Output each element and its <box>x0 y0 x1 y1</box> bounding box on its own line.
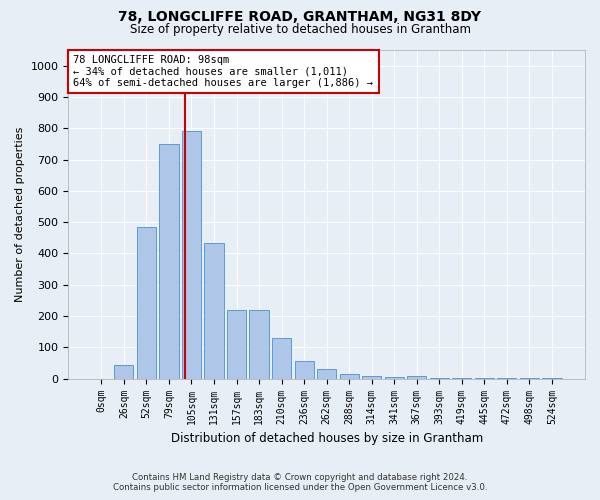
Bar <box>362 376 381 378</box>
Bar <box>250 310 269 378</box>
Text: 78, LONGCLIFFE ROAD, GRANTHAM, NG31 8DY: 78, LONGCLIFFE ROAD, GRANTHAM, NG31 8DY <box>119 10 482 24</box>
Bar <box>272 338 291 378</box>
Bar <box>317 370 336 378</box>
Bar <box>340 374 359 378</box>
X-axis label: Distribution of detached houses by size in Grantham: Distribution of detached houses by size … <box>170 432 483 445</box>
Text: Size of property relative to detached houses in Grantham: Size of property relative to detached ho… <box>130 22 470 36</box>
Text: 78 LONGCLIFFE ROAD: 98sqm
← 34% of detached houses are smaller (1,011)
64% of se: 78 LONGCLIFFE ROAD: 98sqm ← 34% of detac… <box>73 55 373 88</box>
Bar <box>407 376 427 378</box>
Bar <box>160 144 179 378</box>
Bar <box>295 362 314 378</box>
Bar <box>227 310 246 378</box>
Bar <box>205 242 224 378</box>
Y-axis label: Number of detached properties: Number of detached properties <box>15 126 25 302</box>
Text: Contains HM Land Registry data © Crown copyright and database right 2024.
Contai: Contains HM Land Registry data © Crown c… <box>113 473 487 492</box>
Bar <box>385 377 404 378</box>
Bar <box>137 227 156 378</box>
Bar <box>114 364 133 378</box>
Bar <box>182 132 201 378</box>
